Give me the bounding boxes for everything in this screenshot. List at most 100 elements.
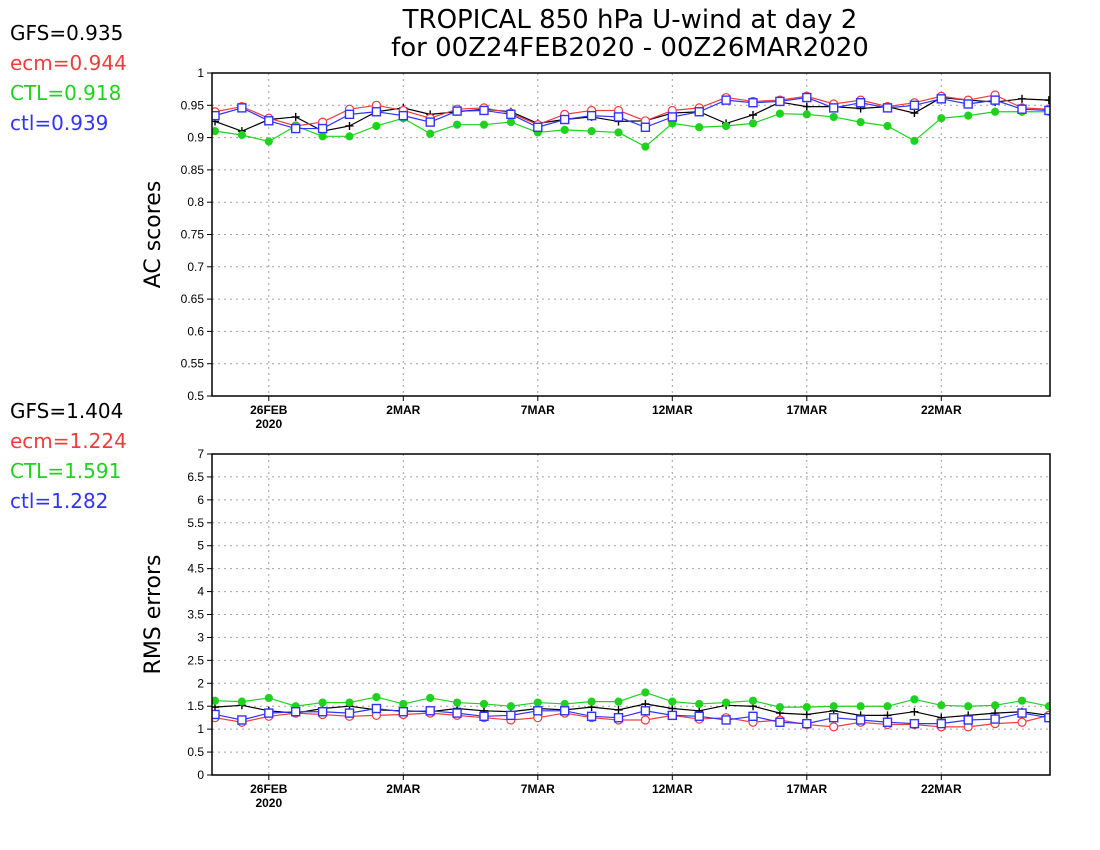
point-CTL: [910, 136, 919, 145]
point-ctl: [775, 96, 785, 107]
point-CTL: [668, 697, 677, 706]
point-GFS: [1044, 96, 1050, 105]
xtick-label: 22MAR: [921, 782, 962, 796]
point-CTL: [883, 702, 892, 711]
point-ctl: [748, 711, 758, 722]
point-CTL: [722, 121, 731, 131]
ytick-label: 0.5: [187, 389, 204, 403]
point-ctl: [212, 110, 220, 121]
ytick-label: 0: [197, 768, 204, 782]
point-CTL: [479, 699, 489, 709]
ytick-label: 1.5: [187, 699, 204, 713]
point-CTL: [479, 120, 489, 129]
chart-panel-rms: 00.511.522.533.544.555.566.5726FEB20202M…: [10, 399, 1051, 810]
point-ecm: [640, 715, 651, 725]
point-GFS: [614, 705, 623, 714]
y-axis-label: AC scores: [141, 181, 166, 289]
chart-title-line1: TROPICAL 850 hPa U-wind at day 2: [402, 5, 858, 35]
point-ctl: [640, 706, 651, 716]
point-GFS: [802, 710, 811, 719]
xtick-label: 17MAR: [786, 403, 827, 417]
point-CTL: [883, 121, 892, 131]
xtick-label: 12MAR: [652, 782, 693, 796]
point-CTL: [1017, 696, 1027, 705]
point-ctl: [936, 718, 946, 729]
xtick-label: 12MAR: [652, 403, 693, 417]
point-ctl: [479, 105, 489, 116]
point-ctl: [1017, 708, 1027, 718]
point-ctl: [721, 715, 731, 725]
point-CTL: [695, 123, 704, 132]
point-ctl: [533, 706, 543, 716]
point-CTL: [426, 693, 435, 703]
point-ctl: [613, 712, 624, 723]
xtick-label: 2MAR: [386, 782, 420, 796]
point-ctl: [667, 710, 677, 721]
series-line-GFS: [214, 703, 1049, 719]
point-ctl: [371, 703, 382, 714]
point-CTL: [1044, 702, 1050, 711]
point-CTL: [318, 698, 327, 707]
point-ctl: [721, 95, 731, 105]
xtick-year-label: 2020: [255, 417, 282, 431]
point-CTL: [345, 132, 354, 141]
series-line-GFS: [214, 96, 1049, 132]
ytick-label: 0.95: [181, 98, 205, 112]
point-ctl: [452, 106, 462, 116]
point-ctl: [506, 710, 516, 721]
ytick-label: 3.5: [187, 608, 204, 622]
ytick-label: 6.5: [187, 470, 204, 484]
point-ctl: [291, 123, 301, 134]
point-ecm: [829, 722, 839, 732]
point-CTL: [560, 125, 569, 134]
ytick-label: 0.9: [187, 131, 204, 145]
point-ctl: [479, 711, 489, 722]
point-ctl: [613, 112, 624, 122]
score-label-GFS: GFS=0.935: [10, 21, 123, 45]
point-CTL: [991, 701, 1000, 710]
point-CTL: [506, 117, 515, 127]
point-ctl: [775, 717, 785, 727]
point-CTL: [212, 127, 220, 136]
point-ctl: [533, 122, 543, 132]
point-CTL: [264, 137, 273, 146]
point-ctl: [586, 110, 597, 121]
point-ctl: [452, 708, 462, 718]
point-ctl: [506, 109, 516, 120]
series-line-ecm: [214, 712, 1050, 728]
plot-frame: [211, 453, 1051, 776]
ytick-label: 0.8: [187, 195, 204, 209]
point-CTL: [453, 698, 462, 707]
score-label-CTL: CTL=1.591: [10, 459, 121, 483]
ytick-label: 4: [197, 585, 204, 599]
ytick-label: 5: [197, 539, 204, 553]
ytick-label: 2: [197, 676, 204, 690]
xtick-label: 2MAR: [386, 403, 420, 417]
series-line-CTL: [214, 691, 1050, 708]
point-CTL: [641, 688, 650, 697]
plot-frame: [211, 72, 1051, 397]
point-ctl: [829, 712, 839, 723]
point-ctl: [936, 94, 946, 104]
point-ctl: [963, 99, 973, 109]
point-CTL: [937, 701, 946, 710]
point-ctl: [855, 715, 866, 725]
point-ctl: [802, 718, 812, 729]
point-CTL: [399, 699, 408, 709]
xtick-label: 7MAR: [521, 403, 555, 417]
point-ctl: [560, 706, 570, 716]
ytick-label: 5.5: [187, 516, 204, 530]
xtick-year-label: 2020: [255, 796, 282, 810]
score-label-CTL: CTL=0.918: [10, 81, 121, 105]
point-ctl: [425, 706, 435, 716]
series-line-CTL: [214, 111, 1049, 148]
point-ctl: [1017, 104, 1027, 114]
point-CTL: [964, 111, 973, 120]
point-CTL: [587, 127, 596, 136]
point-ctl: [990, 714, 1000, 724]
point-CTL: [695, 699, 704, 709]
point-CTL: [453, 120, 462, 129]
ytick-label: 0.7: [187, 260, 204, 274]
score-label-ecm: ecm=1.224: [10, 429, 127, 453]
